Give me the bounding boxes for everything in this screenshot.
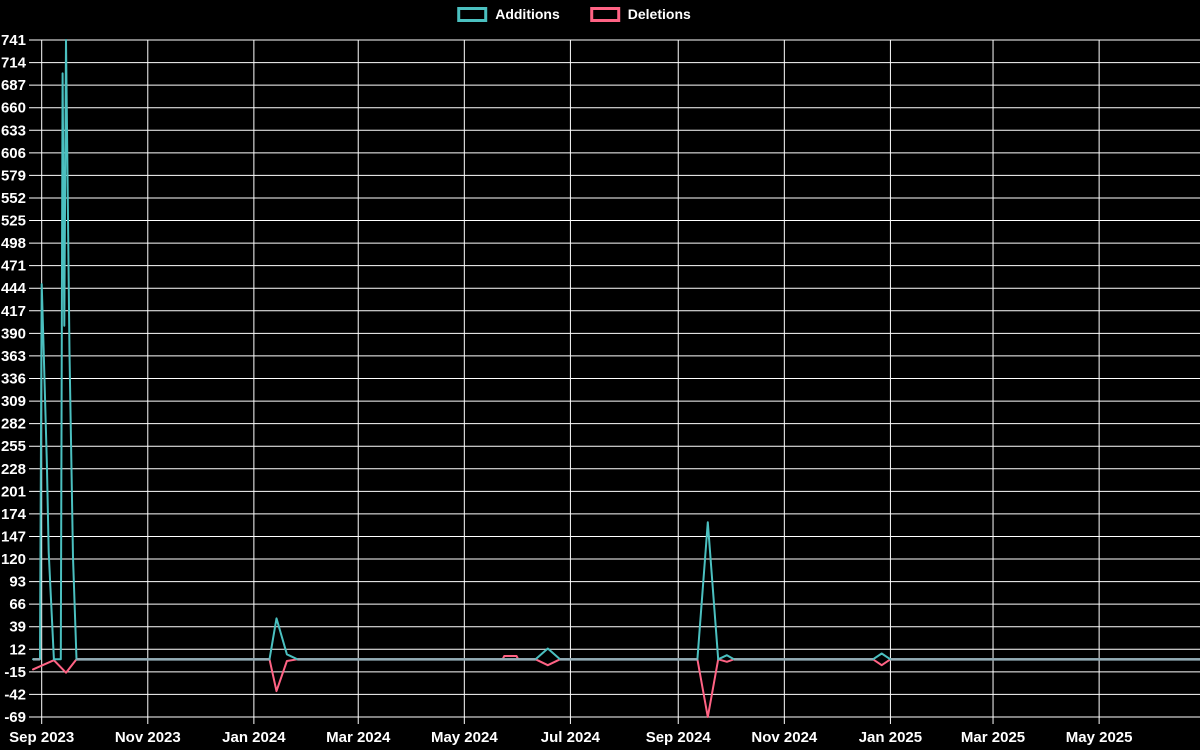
- x-tick-label: Mar 2025: [961, 729, 1025, 746]
- x-tick-label: Jan 2025: [859, 729, 922, 746]
- legend-label-deletions: Deletions: [627, 6, 691, 22]
- x-tick-label: Jan 2024: [222, 729, 286, 746]
- y-tick-label: 633: [1, 122, 26, 139]
- series-line-deletions: [32, 655, 1200, 718]
- legend-label-additions: Additions: [495, 6, 560, 22]
- y-tick-label: -15: [4, 664, 26, 681]
- legend-item-deletions[interactable]: Deletions: [589, 6, 691, 23]
- y-tick-label: 444: [1, 280, 27, 297]
- x-tick-label: Sep 2023: [9, 729, 74, 746]
- y-tick-label: 363: [1, 348, 26, 365]
- x-tick-label: Nov 2024: [751, 729, 818, 746]
- y-tick-label: 498: [1, 235, 26, 252]
- y-tick-label: -69: [4, 709, 26, 726]
- y-tick-label: 39: [9, 619, 26, 636]
- y-tick-label: 282: [1, 416, 26, 433]
- y-tick-label: 390: [1, 325, 26, 342]
- y-tick-label: -42: [4, 686, 26, 703]
- y-tick-label: 174: [1, 506, 27, 523]
- y-tick-label: 336: [1, 371, 26, 388]
- y-tick-label: 660: [1, 100, 26, 117]
- x-tick-label: Jul 2024: [541, 729, 601, 746]
- y-tick-label: 417: [1, 303, 26, 320]
- y-tick-label: 606: [1, 145, 26, 162]
- y-tick-label: 741: [1, 32, 26, 49]
- x-tick-label: Nov 2023: [115, 729, 181, 746]
- y-tick-label: 12: [9, 641, 26, 658]
- additions-swatch-icon: [457, 7, 488, 22]
- y-tick-label: 66: [9, 596, 26, 613]
- y-gridlines: 741 714 687 660 633 606 579 552 525 498 471 444 417 3…: [1, 32, 1200, 726]
- legend-item-additions[interactable]: Additions: [457, 6, 560, 23]
- x-gridlines: Sep 2023 Nov 2023 Jan 2024 Mar 2024 May 2024…: [9, 40, 1132, 746]
- x-tick-label: May 2024: [431, 729, 498, 746]
- y-tick-label: 579: [1, 167, 26, 184]
- deletions-swatch-icon: [589, 7, 620, 22]
- y-tick-label: 120: [1, 551, 26, 568]
- x-tick-label: Sep 2024: [646, 729, 712, 746]
- chart-legend: Additions Deletions: [457, 6, 691, 23]
- y-tick-label: 255: [1, 438, 26, 455]
- y-tick-label: 687: [1, 77, 26, 94]
- x-tick-label: Mar 2024: [326, 729, 391, 746]
- y-tick-label: 552: [1, 190, 26, 207]
- series-line-additions: [32, 39, 1200, 661]
- y-tick-label: 147: [1, 528, 26, 545]
- y-tick-label: 525: [1, 213, 26, 230]
- y-tick-label: 201: [1, 483, 26, 500]
- y-tick-label: 93: [9, 574, 26, 591]
- y-tick-label: 309: [1, 393, 26, 410]
- y-tick-label: 471: [1, 258, 26, 275]
- y-tick-label: 228: [1, 461, 26, 478]
- x-tick-label: May 2025: [1066, 729, 1133, 746]
- y-tick-label: 714: [1, 55, 27, 72]
